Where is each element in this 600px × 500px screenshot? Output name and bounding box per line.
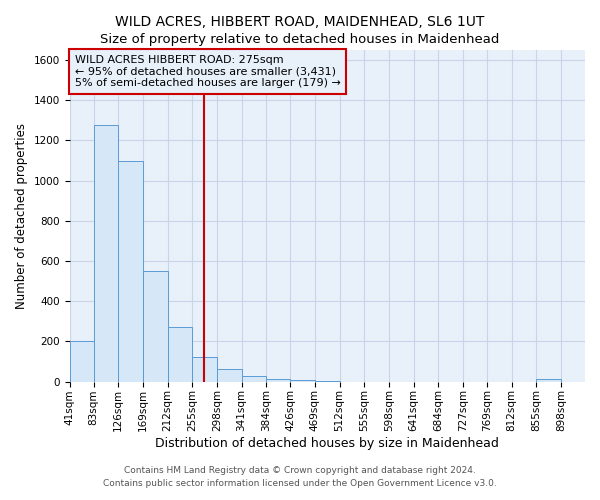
Bar bbox=[217, 368, 242, 382]
Bar bbox=[536, 378, 561, 382]
Bar bbox=[315, 380, 340, 382]
Bar bbox=[70, 342, 94, 382]
Text: Contains HM Land Registry data © Crown copyright and database right 2024.
Contai: Contains HM Land Registry data © Crown c… bbox=[103, 466, 497, 487]
Bar bbox=[192, 356, 217, 382]
Text: Size of property relative to detached houses in Maidenhead: Size of property relative to detached ho… bbox=[100, 32, 500, 46]
Bar bbox=[94, 126, 118, 382]
Bar bbox=[118, 160, 143, 382]
Bar bbox=[266, 378, 290, 382]
X-axis label: Distribution of detached houses by size in Maidenhead: Distribution of detached houses by size … bbox=[155, 437, 499, 450]
Text: WILD ACRES HIBBERT ROAD: 275sqm
← 95% of detached houses are smaller (3,431)
5% : WILD ACRES HIBBERT ROAD: 275sqm ← 95% of… bbox=[74, 55, 341, 88]
Bar bbox=[143, 271, 167, 382]
Bar bbox=[290, 380, 315, 382]
Y-axis label: Number of detached properties: Number of detached properties bbox=[15, 123, 28, 309]
Bar bbox=[242, 376, 266, 382]
Bar bbox=[167, 328, 192, 382]
Text: WILD ACRES, HIBBERT ROAD, MAIDENHEAD, SL6 1UT: WILD ACRES, HIBBERT ROAD, MAIDENHEAD, SL… bbox=[115, 15, 485, 29]
